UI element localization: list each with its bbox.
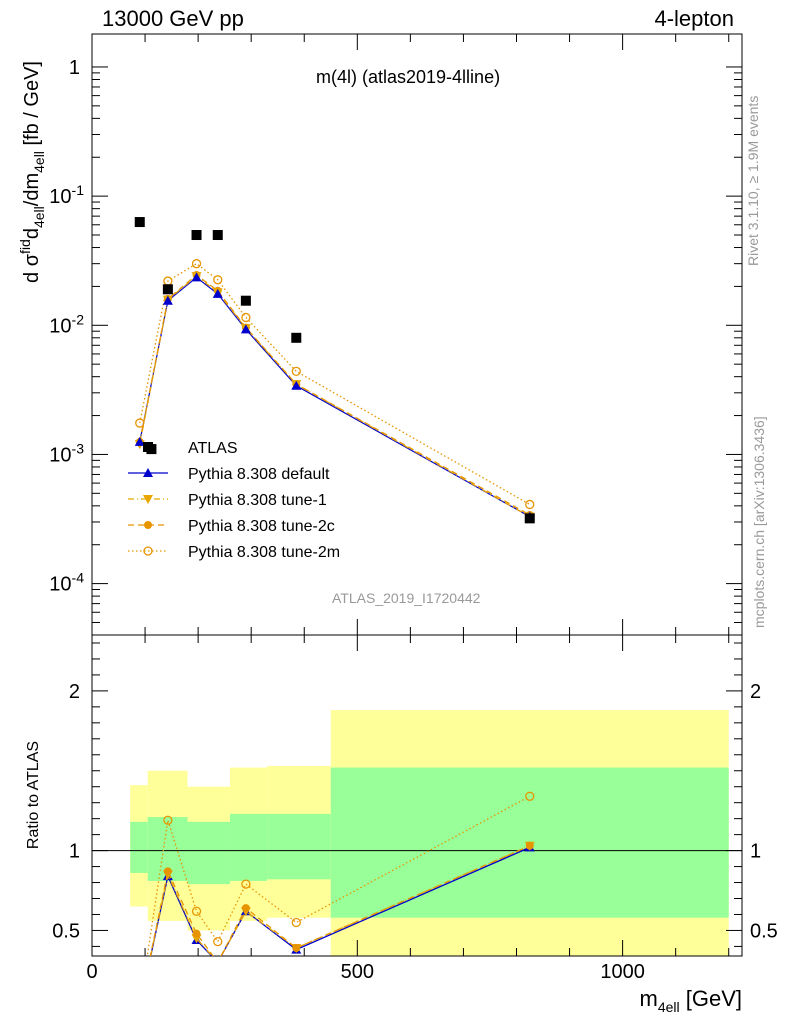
ratio-point-2 bbox=[525, 841, 534, 850]
ratio-point-1 bbox=[213, 958, 223, 967]
data-point-4 bbox=[191, 259, 202, 269]
data-point-0 bbox=[524, 513, 535, 524]
legend-marker-2 bbox=[143, 495, 153, 504]
data-point-0 bbox=[134, 217, 145, 228]
ratio-ytick-label-right: 0.5 bbox=[750, 920, 778, 942]
ratio-xlabel: m4ell [GeV] bbox=[640, 986, 742, 1015]
ratio-point-2 bbox=[214, 958, 222, 966]
data-point-1 bbox=[191, 272, 202, 282]
series-line-4 bbox=[139, 262, 531, 506]
ratio-point-3 bbox=[191, 906, 202, 916]
legend-label-2: Pythia 8.308 tune-1 bbox=[188, 492, 327, 509]
data-point-1 bbox=[134, 436, 145, 446]
ratio-ytick-label-right: 1 bbox=[750, 841, 761, 863]
watermark: ATLAS_2019_I1720442 bbox=[332, 590, 481, 606]
legend-marker-3 bbox=[144, 521, 152, 529]
ratio-point-0 bbox=[135, 1002, 145, 1011]
data-point-0 bbox=[291, 332, 302, 343]
ratio-band-inner-2 bbox=[187, 821, 230, 885]
ratio-point-1 bbox=[135, 1003, 145, 1012]
ratio-point-3 bbox=[136, 1002, 144, 1010]
legend-label-3: Pythia 8.308 tune-2c bbox=[188, 518, 335, 535]
ratio-point-3 bbox=[291, 917, 301, 928]
data-point-1 bbox=[162, 295, 173, 305]
ratio-point-2 bbox=[192, 929, 201, 938]
ratio-series bbox=[135, 791, 535, 1012]
main-ylabel: d σfidd4ell/dm4ell [fb / GeV] bbox=[17, 61, 47, 283]
ratio-point-0 bbox=[213, 957, 223, 966]
main-ytick-label: 1 bbox=[69, 57, 80, 79]
legend-marker-0 bbox=[143, 442, 153, 452]
ratio-ytick-label-left: 0.5 bbox=[52, 920, 80, 942]
legend-label-4: Pythia 8.308 tune-2m bbox=[188, 544, 340, 561]
ratio-point-2 bbox=[163, 867, 172, 876]
legend-marker-1 bbox=[143, 468, 153, 477]
data-point-4 bbox=[213, 275, 223, 285]
ratio-ytick-label-left: 2 bbox=[69, 681, 80, 703]
data-point-4 bbox=[291, 366, 301, 376]
main-ytick-label: 10-3 bbox=[49, 440, 84, 466]
header-right: 4-lepton bbox=[654, 6, 734, 31]
ratio-point-3 bbox=[241, 879, 251, 889]
data-point-1 bbox=[212, 288, 223, 298]
ratio-ytick-label-right: 2 bbox=[750, 681, 761, 703]
ratio-bands bbox=[130, 710, 729, 956]
main-series bbox=[134, 217, 535, 524]
main-ytick-label: 10-1 bbox=[49, 182, 84, 208]
ratio-band-inner-4 bbox=[267, 813, 331, 880]
ratio-xtick-label: 500 bbox=[341, 961, 374, 983]
data-point-0 bbox=[240, 295, 251, 306]
ratio-frame bbox=[91, 634, 743, 957]
ratio-xtick-label: 0 bbox=[86, 961, 97, 983]
ratio-point-3 bbox=[163, 815, 173, 825]
ratio-band-inner-0 bbox=[130, 821, 148, 873]
ratio-ytick-label-left: 1 bbox=[69, 841, 80, 863]
data-point-1 bbox=[291, 380, 302, 390]
legend-marker-4 bbox=[143, 546, 153, 556]
data-point-4 bbox=[525, 499, 535, 510]
data-point-0 bbox=[162, 284, 173, 295]
data-point-1 bbox=[240, 324, 251, 334]
main-ytick-label: 10-2 bbox=[49, 311, 84, 337]
data-point-4 bbox=[241, 312, 251, 323]
main-ytick-label: 10-4 bbox=[49, 570, 84, 596]
ratio-point-2 bbox=[136, 1003, 144, 1011]
ratio-point-2 bbox=[241, 904, 250, 913]
ratio-xtick-label: 1000 bbox=[600, 961, 645, 983]
ratio-point-3 bbox=[213, 936, 223, 947]
data-point-4 bbox=[135, 418, 145, 428]
data-point-0 bbox=[191, 230, 202, 241]
header-left: 13000 GeV pp bbox=[102, 6, 244, 31]
legend-label-0: ATLAS bbox=[188, 440, 238, 457]
ratio-point-3 bbox=[525, 791, 535, 801]
ratio-band-inner-3 bbox=[229, 813, 268, 881]
legend-label-1: Pythia 8.308 default bbox=[188, 466, 330, 483]
ratio-ylabel: Ratio to ATLAS bbox=[25, 741, 42, 849]
chart-title: m(4l) (atlas2019-4lline) bbox=[316, 67, 501, 87]
ratio-point-2 bbox=[292, 944, 301, 953]
data-point-0 bbox=[212, 230, 223, 241]
